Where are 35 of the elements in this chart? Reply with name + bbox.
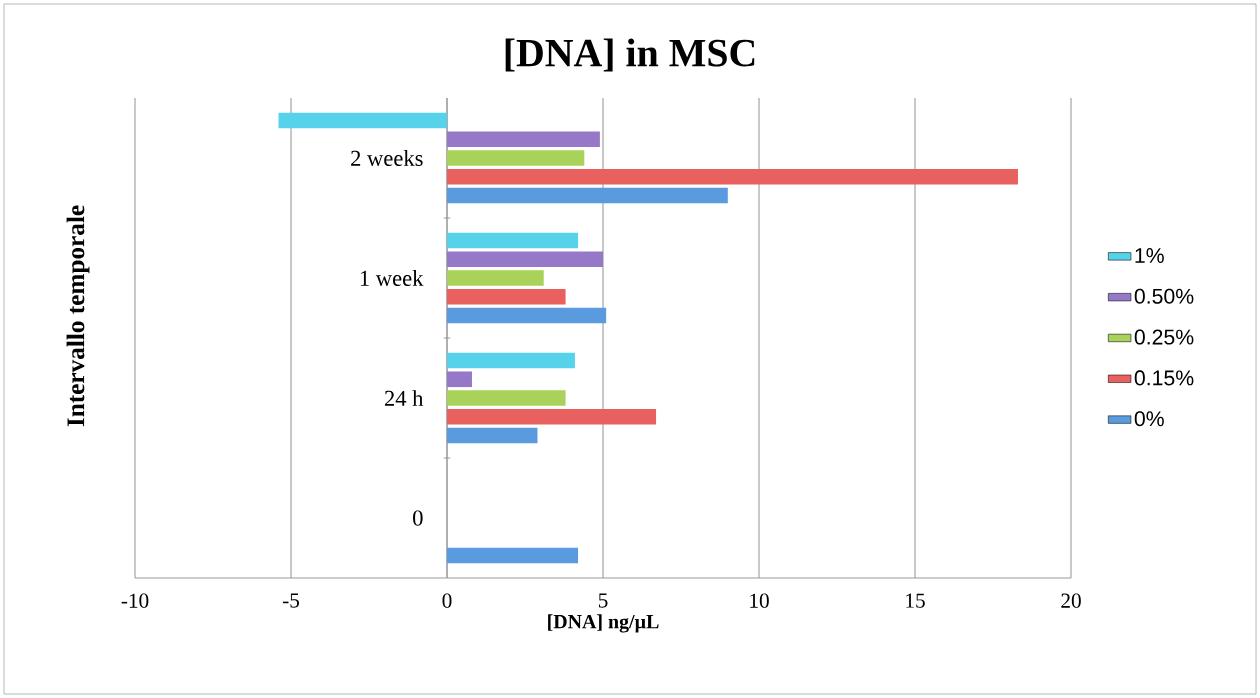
bar (447, 307, 607, 324)
chart-title: [DNA] in MSC (505, 38, 755, 72)
bar (447, 168, 1018, 185)
x-tick-label: -5 (282, 593, 300, 608)
bar (447, 131, 600, 148)
legend-label: 0% (1134, 411, 1164, 427)
legend-label: 0.25% (1134, 329, 1194, 345)
y-tick-label: 2 weeks (351, 150, 423, 166)
bar (447, 390, 566, 406)
x-tick-label: 5 (598, 593, 608, 608)
x-tick-label: 0 (442, 593, 452, 608)
legend-label: 0.15% (1134, 370, 1194, 386)
bar (278, 112, 448, 129)
bar (447, 150, 585, 166)
legend-label: 0.50% (1134, 288, 1194, 304)
x-tick-label: 20 (1061, 593, 1081, 608)
bar (447, 270, 544, 286)
legend-label: 1% (1135, 248, 1164, 263)
y-tick-label: 1 week (360, 270, 424, 286)
bar (447, 187, 728, 204)
bar (447, 371, 472, 388)
bar (447, 232, 579, 249)
y-tick-label: 24 h (384, 390, 424, 406)
x-tick-label: 15 (906, 593, 925, 608)
x-tick-label: -10 (121, 593, 149, 608)
bar (447, 352, 575, 369)
bar (447, 427, 538, 444)
x-axis-title: [DNA] ng/µL (548, 614, 659, 633)
bar (447, 408, 657, 425)
bar (447, 288, 566, 305)
y-tick-label: 0 (413, 510, 423, 526)
bar (447, 547, 579, 564)
y-axis-title: Intervallo temporale (66, 205, 90, 427)
bar (447, 251, 604, 268)
x-tick-label: 10 (750, 593, 769, 608)
